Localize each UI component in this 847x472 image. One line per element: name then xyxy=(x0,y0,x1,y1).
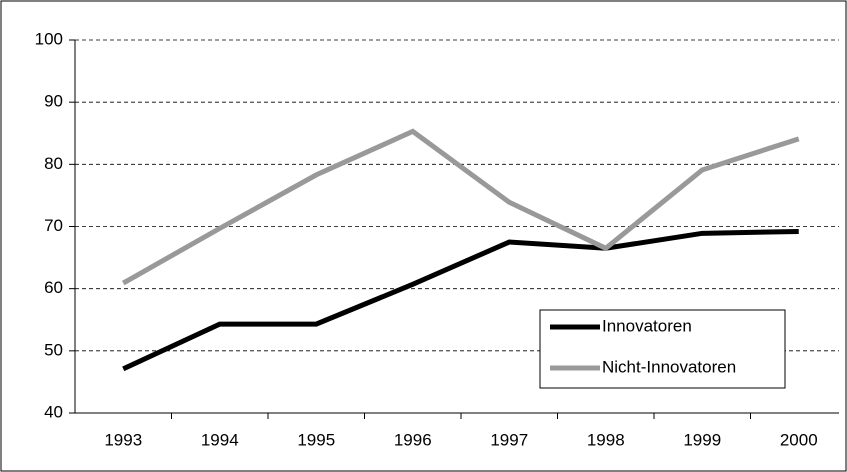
x-tick-label: 1999 xyxy=(683,430,721,449)
y-tick-label: 40 xyxy=(44,402,63,421)
legend-label: Innovatoren xyxy=(602,316,692,335)
series-line xyxy=(122,228,799,372)
y-tick-label: 60 xyxy=(44,278,63,297)
legend-label: Nicht-Innovatoren xyxy=(602,357,736,376)
x-tick-label: 1997 xyxy=(490,430,528,449)
legend-box xyxy=(539,309,786,389)
y-tick-label: 70 xyxy=(44,216,63,235)
y-tick-label: 90 xyxy=(44,92,63,111)
x-tick-label: 1995 xyxy=(297,430,335,449)
y-tick-label: 50 xyxy=(44,340,63,359)
y-tick-label: 100 xyxy=(35,29,63,48)
x-tick-label: 1998 xyxy=(587,430,625,449)
x-tick-label: 2000 xyxy=(780,430,818,449)
x-tick-label: 1994 xyxy=(201,430,239,449)
x-tick-label: 1993 xyxy=(104,430,142,449)
series-line xyxy=(122,128,800,286)
y-tick-label: 80 xyxy=(44,154,63,173)
x-tick-label: 1996 xyxy=(394,430,432,449)
